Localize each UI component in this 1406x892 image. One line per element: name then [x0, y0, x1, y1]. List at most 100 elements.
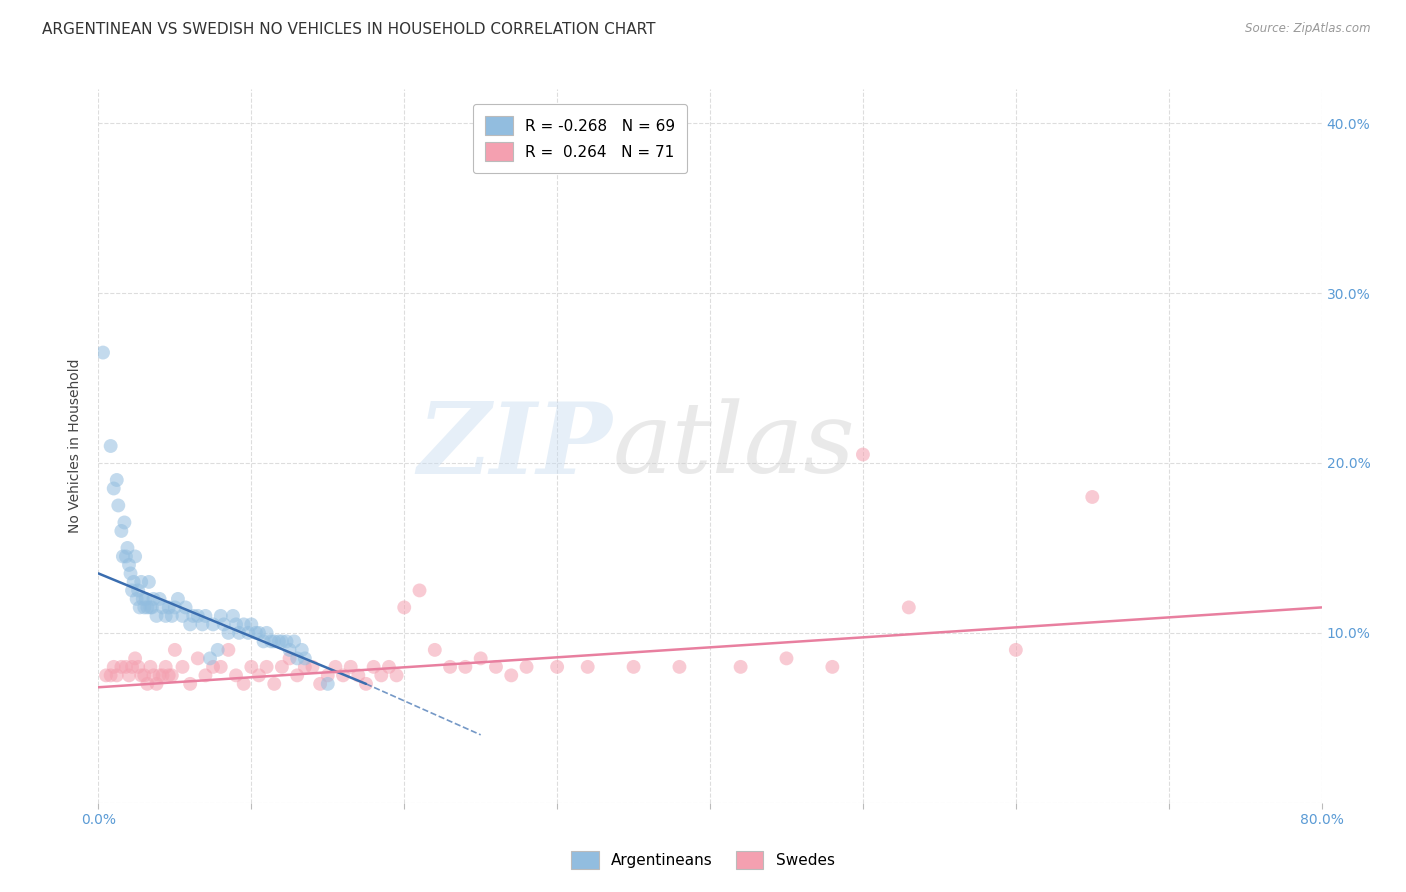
- Point: [238, 626, 260, 640]
- Point: [897, 600, 920, 615]
- Point: [124, 651, 146, 665]
- Point: [316, 677, 339, 691]
- Point: [202, 617, 225, 632]
- Point: [187, 651, 209, 665]
- Point: [260, 634, 283, 648]
- Point: [485, 660, 508, 674]
- Point: [256, 660, 278, 674]
- Point: [270, 660, 292, 674]
- Text: atlas: atlas: [612, 399, 855, 493]
- Point: [115, 549, 138, 564]
- Point: [181, 608, 204, 623]
- Point: [339, 660, 361, 674]
- Point: [385, 668, 408, 682]
- Point: [152, 668, 174, 682]
- Point: [222, 608, 245, 623]
- Point: [117, 541, 139, 555]
- Point: [245, 626, 267, 640]
- Point: [179, 617, 201, 632]
- Point: [141, 600, 163, 615]
- Point: [730, 660, 752, 674]
- Point: [247, 626, 270, 640]
- Point: [256, 626, 278, 640]
- Point: [105, 473, 128, 487]
- Point: [103, 660, 125, 674]
- Point: [347, 668, 370, 682]
- Point: [209, 660, 232, 674]
- Point: [202, 660, 225, 674]
- Y-axis label: No Vehicles in Household: No Vehicles in Household: [69, 359, 83, 533]
- Point: [105, 668, 128, 682]
- Point: [124, 549, 146, 564]
- Point: [378, 660, 401, 674]
- Point: [408, 583, 430, 598]
- Point: [267, 634, 290, 648]
- Point: [316, 668, 339, 682]
- Point: [470, 651, 492, 665]
- Point: [775, 651, 797, 665]
- Point: [91, 345, 114, 359]
- Point: [121, 583, 143, 598]
- Point: [668, 660, 690, 674]
- Point: [100, 439, 122, 453]
- Point: [103, 482, 125, 496]
- Point: [516, 660, 538, 674]
- Point: [852, 448, 875, 462]
- Point: [136, 677, 159, 691]
- Point: [152, 600, 174, 615]
- Point: [167, 591, 190, 606]
- Point: [134, 668, 156, 682]
- Point: [160, 608, 183, 623]
- Point: [276, 634, 298, 648]
- Point: [172, 608, 194, 623]
- Legend: Argentineans, Swedes: Argentineans, Swedes: [565, 845, 841, 875]
- Point: [110, 660, 132, 674]
- Point: [232, 617, 254, 632]
- Point: [191, 617, 214, 632]
- Point: [228, 626, 250, 640]
- Text: ARGENTINEAN VS SWEDISH NO VEHICLES IN HOUSEHOLD CORRELATION CHART: ARGENTINEAN VS SWEDISH NO VEHICLES IN HO…: [42, 22, 655, 37]
- Point: [136, 600, 159, 615]
- Point: [217, 626, 239, 640]
- Point: [332, 668, 354, 682]
- Point: [145, 608, 167, 623]
- Point: [240, 660, 263, 674]
- Point: [100, 668, 122, 682]
- Point: [120, 566, 142, 581]
- Point: [232, 677, 254, 691]
- Point: [145, 677, 167, 691]
- Point: [252, 634, 274, 648]
- Point: [363, 660, 385, 674]
- Point: [294, 660, 316, 674]
- Point: [135, 591, 157, 606]
- Point: [501, 668, 523, 682]
- Point: [194, 668, 217, 682]
- Point: [157, 668, 180, 682]
- Point: [127, 660, 149, 674]
- Point: [179, 677, 201, 691]
- Point: [576, 660, 599, 674]
- Point: [821, 660, 844, 674]
- Point: [163, 600, 186, 615]
- Point: [212, 617, 235, 632]
- Point: [122, 574, 145, 589]
- Point: [160, 668, 183, 682]
- Text: ZIP: ZIP: [418, 398, 612, 494]
- Point: [94, 668, 117, 682]
- Point: [439, 660, 461, 674]
- Point: [325, 660, 347, 674]
- Point: [111, 549, 134, 564]
- Point: [263, 677, 285, 691]
- Point: [209, 608, 232, 623]
- Point: [142, 668, 165, 682]
- Point: [285, 651, 308, 665]
- Point: [291, 643, 314, 657]
- Point: [240, 617, 263, 632]
- Point: [155, 608, 177, 623]
- Text: Source: ZipAtlas.com: Source: ZipAtlas.com: [1246, 22, 1371, 36]
- Point: [278, 651, 301, 665]
- Point: [121, 660, 143, 674]
- Point: [157, 600, 180, 615]
- Point: [285, 668, 308, 682]
- Point: [139, 660, 162, 674]
